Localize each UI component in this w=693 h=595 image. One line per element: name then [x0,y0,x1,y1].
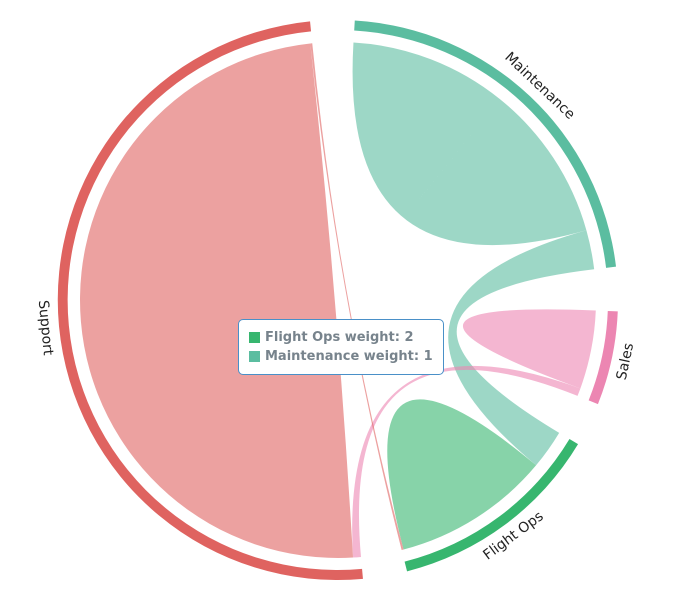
group-arc-maintenance[interactable] [354,20,617,268]
tooltip-row: Flight Ops weight: 2 [249,328,433,347]
group-label-sales: Sales [614,342,637,382]
group-arc-flight-ops[interactable] [404,439,579,572]
chord-ribbon-sales-to-support[interactable] [352,365,581,558]
tooltip-swatch [249,332,260,343]
ribbons [80,42,596,558]
tooltip-text: Flight Ops weight: 2 [265,330,414,345]
tooltip-text: Maintenance weight: 1 [265,349,433,364]
group-label-support: Support [35,299,56,356]
tooltip: Flight Ops weight: 2 Maintenance weight:… [238,319,444,375]
chord-ribbon-sales-to-sales[interactable] [462,309,596,389]
chord-ribbon-support-to-support[interactable] [80,43,354,558]
tooltip-row: Maintenance weight: 1 [249,347,433,366]
group-arc-sales[interactable] [588,310,618,405]
tooltip-swatch [249,351,260,362]
chord-ribbon-flight-ops-to-flight-ops[interactable] [387,399,537,550]
chord-ribbon-maintenance-to-maintenance[interactable] [352,42,587,246]
chord-ribbon-maintenance-to-flight-ops[interactable] [448,230,595,466]
